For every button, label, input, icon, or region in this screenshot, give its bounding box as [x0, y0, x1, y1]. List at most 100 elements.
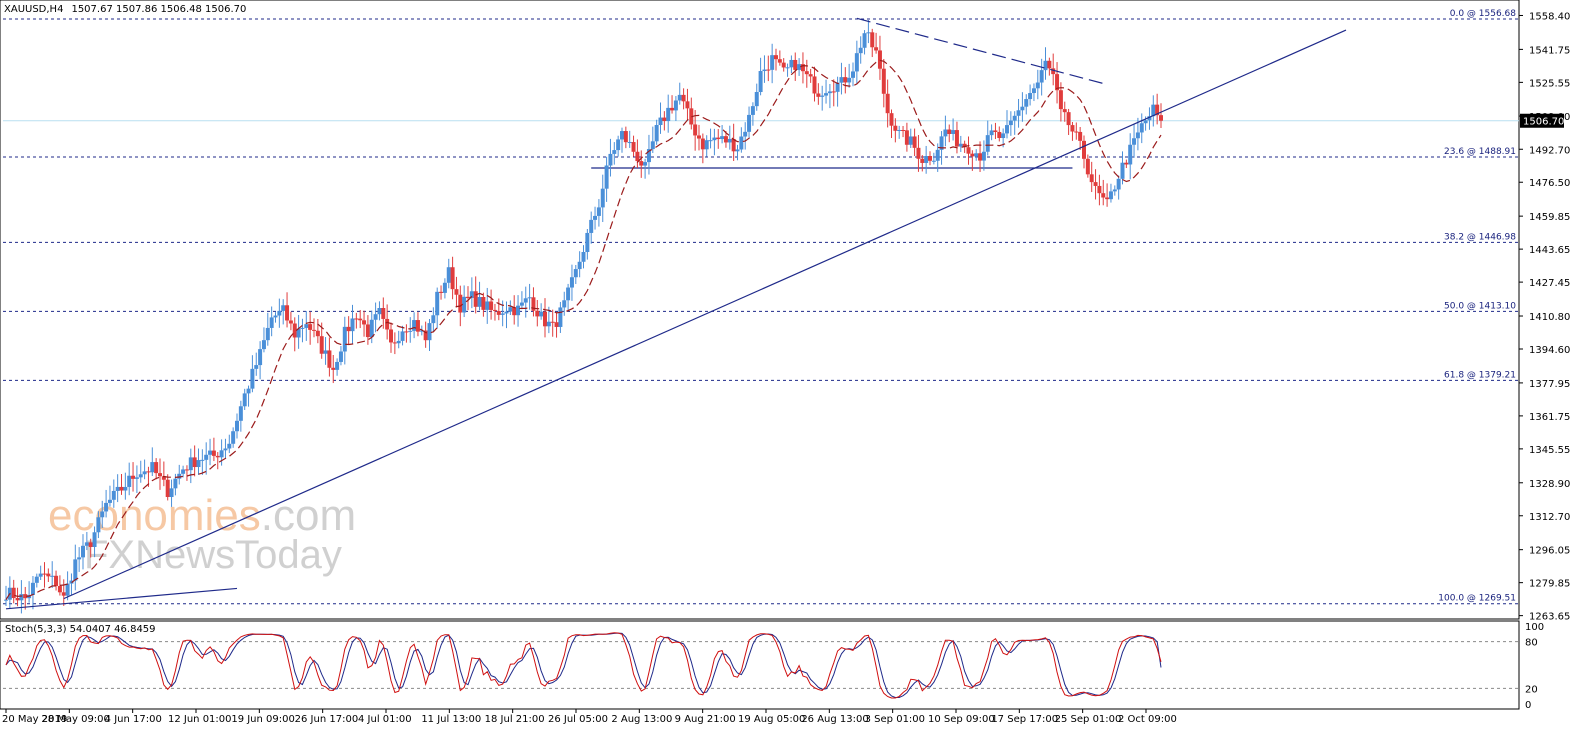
candle-body — [208, 450, 213, 455]
candle-body — [231, 431, 236, 444]
candle-body — [916, 147, 921, 159]
candle-body — [627, 142, 632, 144]
candle-body — [897, 130, 902, 132]
candle-body — [115, 486, 120, 491]
candle-body — [477, 297, 482, 307]
candle-body — [593, 215, 598, 220]
candle-body — [1016, 110, 1021, 116]
candle-body — [42, 573, 47, 575]
time-tick-label: 25 Sep 01:00 — [1055, 714, 1122, 725]
candle-body — [1132, 138, 1137, 145]
candle-body — [970, 153, 975, 157]
candle-body — [134, 477, 139, 479]
candle-body — [177, 473, 182, 479]
fib-level-label: 0.0 @ 1556.68 — [1450, 9, 1517, 19]
stoch-tick-label: 100 — [1525, 622, 1544, 633]
candle-body — [458, 294, 463, 313]
candle-body — [974, 153, 979, 157]
candle-body — [500, 313, 505, 315]
candle-body — [750, 106, 755, 115]
candle-body — [589, 219, 594, 233]
candle-body — [119, 486, 124, 491]
candle-body — [57, 586, 62, 593]
candle-body — [281, 305, 286, 311]
candle-body — [1005, 125, 1009, 134]
candle-body — [492, 309, 497, 312]
candle-body — [812, 76, 817, 94]
candle-body — [288, 320, 293, 324]
candle-body — [681, 94, 686, 102]
candle-body — [1120, 162, 1125, 179]
time-tick-label: 12 Jun 01:00 — [168, 714, 232, 725]
candle-body — [427, 323, 432, 341]
candle-body — [531, 297, 536, 311]
candle-body — [173, 478, 178, 489]
candle-body — [904, 130, 909, 145]
time-tick-label: 28 May 09:00 — [41, 714, 110, 725]
candle-body — [793, 59, 798, 70]
watermark-brand-gray: .com — [261, 491, 356, 540]
candle-body — [111, 490, 116, 500]
candle-body — [1066, 112, 1071, 126]
candle-body — [142, 471, 147, 475]
fib-level-label: 61.8 @ 1379.21 — [1444, 370, 1516, 380]
candle-body — [816, 93, 821, 97]
candle-body — [65, 583, 70, 596]
candle-body — [1074, 131, 1079, 133]
stoch-main-line — [5, 632, 1162, 699]
candle-body — [789, 59, 794, 68]
price-tick-label: 1525.55 — [1529, 78, 1570, 89]
candle-body — [554, 322, 559, 327]
candle-body — [1070, 125, 1075, 132]
candle-body — [277, 310, 282, 316]
candle-body — [1028, 93, 1033, 100]
candle-body — [1101, 193, 1106, 198]
candle-body — [847, 77, 852, 83]
candle-body — [569, 277, 574, 288]
candle-body — [323, 350, 328, 354]
candle-body — [354, 318, 359, 320]
moving-average-line — [5, 59, 1162, 601]
time-tick-label: 26 Aug 13:00 — [801, 714, 868, 725]
candle-body — [1008, 120, 1013, 126]
candle-body — [1062, 109, 1067, 113]
candle-body — [931, 160, 936, 162]
main-plot-frame — [0, 0, 1520, 620]
candle-body — [146, 471, 151, 473]
candle-body — [1020, 106, 1025, 111]
candle-body — [1159, 115, 1163, 121]
candle-body — [331, 367, 336, 370]
time-tick-label: 4 Jul 01:00 — [358, 714, 412, 725]
candle-body — [693, 124, 698, 136]
candle-body — [442, 282, 447, 293]
candle-body — [677, 94, 682, 101]
candle-body — [981, 151, 986, 161]
candle-body — [273, 315, 278, 318]
candle-body — [4, 599, 8, 601]
trendline[interactable] — [5, 587, 238, 610]
trendline[interactable] — [856, 17, 1104, 85]
candle-body — [662, 117, 667, 122]
time-tick-label: 3 Sep 01:00 — [865, 714, 925, 725]
candle-body — [685, 101, 690, 109]
candle-body — [396, 340, 401, 344]
price-tick-label: 1296.05 — [1529, 546, 1570, 557]
time-tick-label: 17 Sep 17:00 — [991, 714, 1058, 725]
candle-body — [935, 149, 940, 161]
candle-body — [723, 136, 728, 143]
candle-body — [1116, 178, 1121, 190]
time-tick-label: 19 Aug 05:00 — [738, 714, 805, 725]
candle-body — [54, 575, 59, 587]
candle-body — [250, 368, 255, 389]
trendline[interactable] — [63, 29, 1347, 600]
candle-body — [365, 324, 370, 338]
candle-body — [643, 162, 648, 166]
price-tick-label: 1361.75 — [1529, 412, 1570, 423]
candle-body — [223, 448, 228, 451]
candle-body — [1108, 191, 1113, 200]
candle-body — [646, 149, 651, 163]
candle-body — [673, 100, 678, 111]
candle-body — [708, 140, 713, 142]
candle-body — [1001, 133, 1006, 139]
